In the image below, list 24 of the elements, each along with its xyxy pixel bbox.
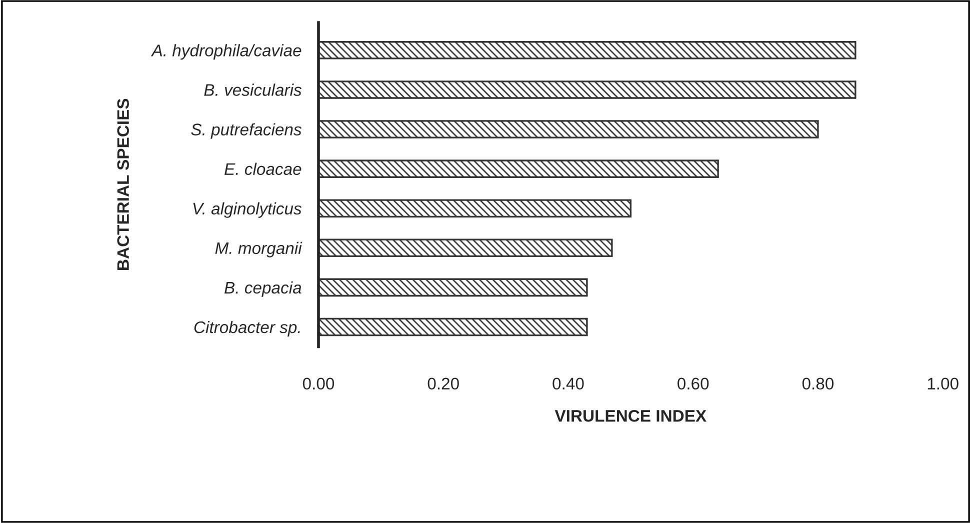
y-tick-label: V. alginolyticus [193,202,302,218]
y-tick-label: S. putrefaciens [191,123,302,139]
bar [318,120,819,138]
x-tick-label: 0.00 [302,378,334,390]
y-tick-label: B. vesicularis [204,84,302,96]
y-tick-label: B. cepacia [224,281,302,297]
bar [318,41,856,60]
x-axis-title: VIRULENCE INDEX [554,410,706,422]
bar [318,318,588,336]
y-tick-label: Citrobacter sp. [194,320,300,336]
bar [318,160,719,178]
y-tick-label: E. cloacae [224,162,302,176]
x-tick-label: 1.00 [928,378,958,390]
y-tick-label: M. morganii [215,242,302,258]
y-axis-title: BACTERIAL SPECIES [117,98,129,270]
bar [318,278,588,297]
bar [318,80,856,99]
bar [318,199,632,218]
x-tick-label: 0.20 [428,378,459,390]
x-tick-label: 0.60 [678,378,709,390]
bar [318,238,613,258]
x-tick-label: 0.80 [802,378,834,390]
y-tick-label: A. hydrophila/caviae [150,44,302,60]
x-tick-label: 0.40 [552,378,584,390]
